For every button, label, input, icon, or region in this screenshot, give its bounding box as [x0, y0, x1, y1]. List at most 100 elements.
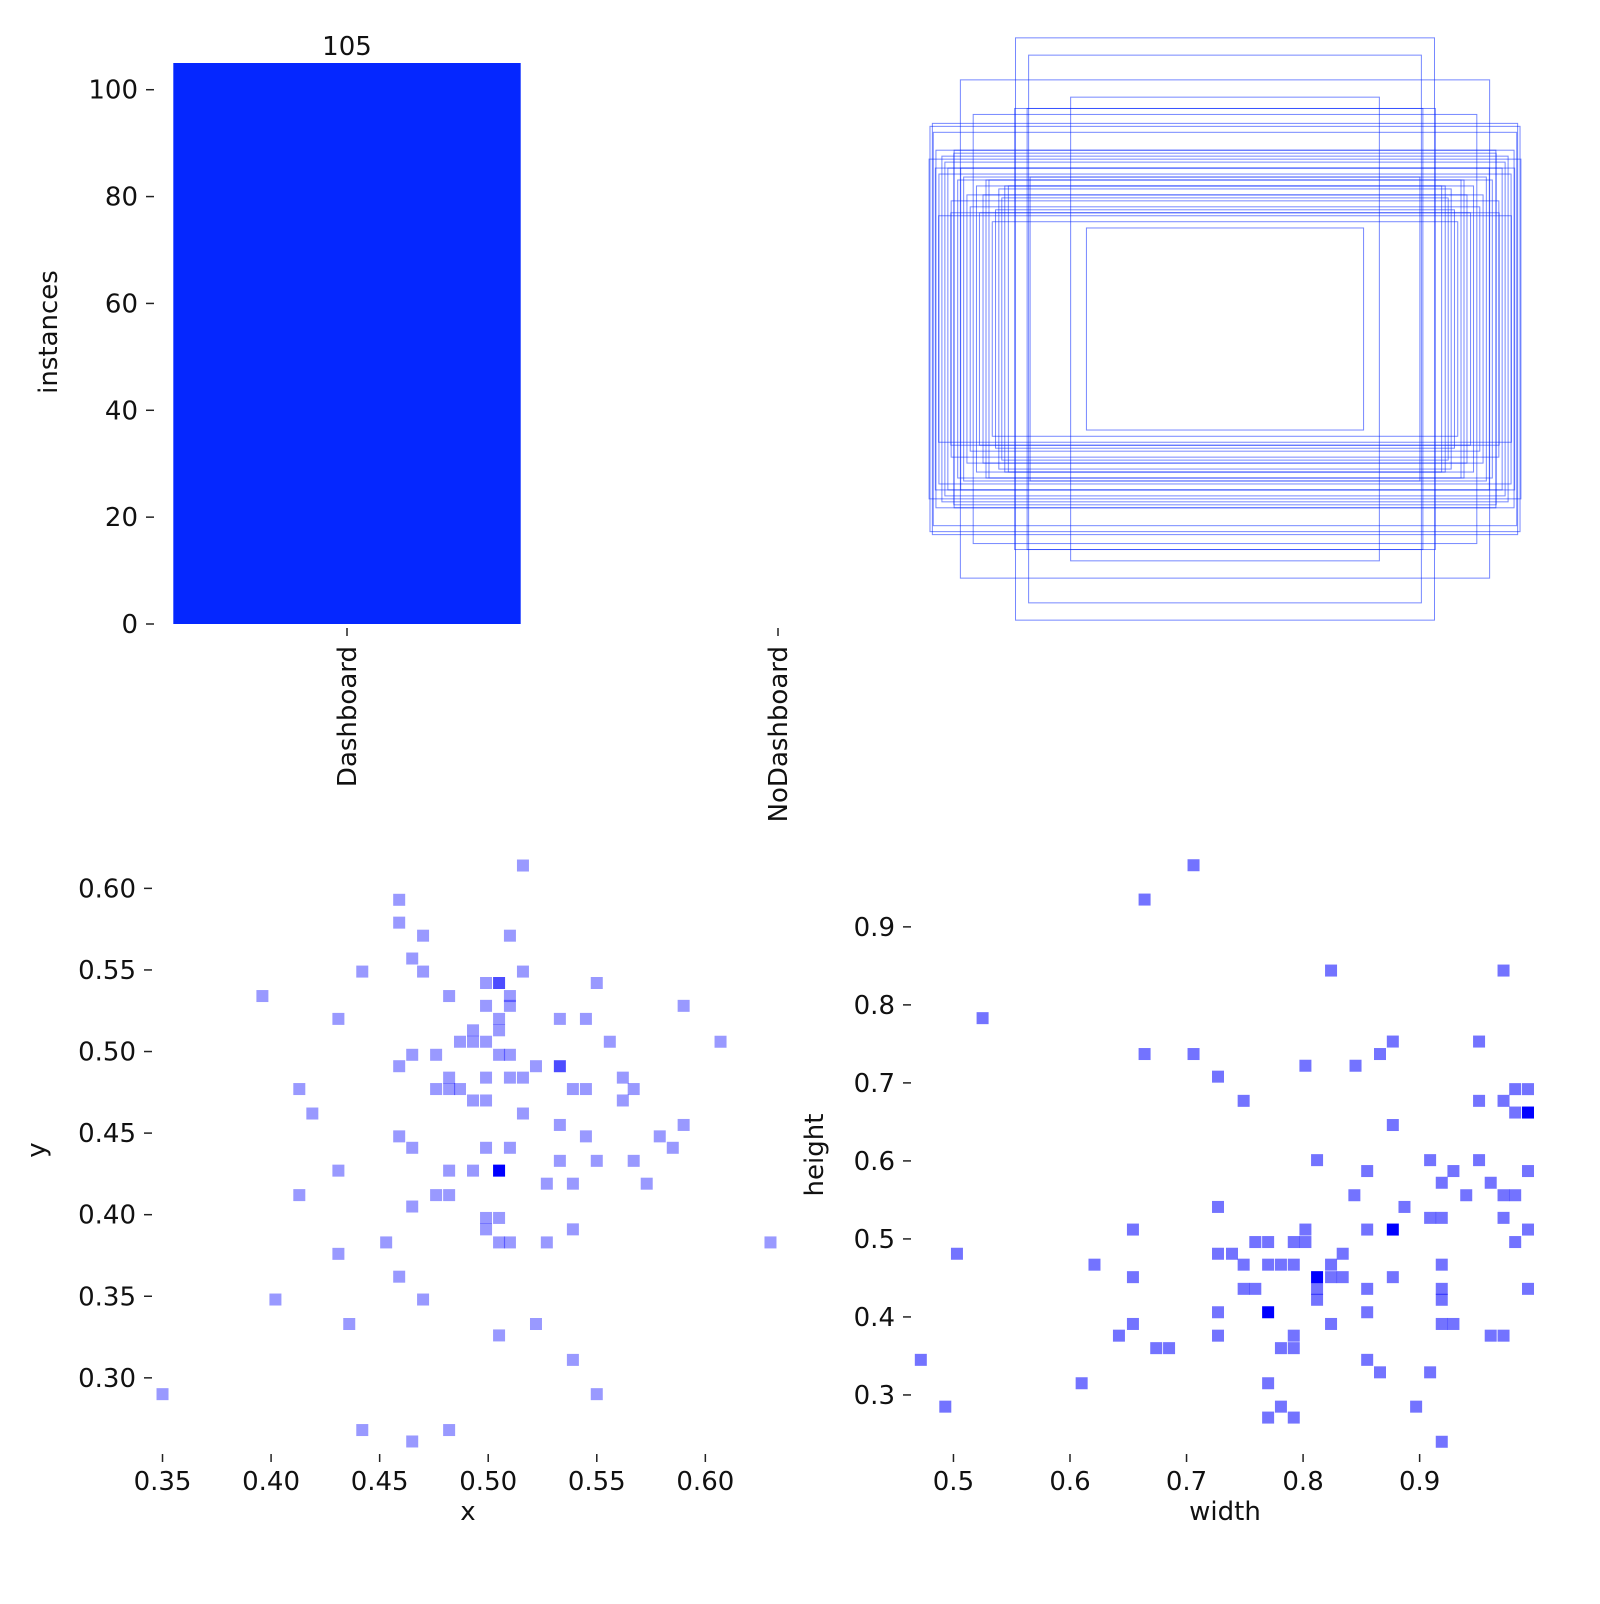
heatmap-cell	[1424, 1154, 1437, 1167]
heatmap-cell	[1522, 1282, 1535, 1295]
heatmap-cell	[1150, 1342, 1163, 1355]
heatmap-cell	[503, 1236, 516, 1249]
heatmap-cell	[1325, 1317, 1338, 1330]
heatmap-cell	[406, 952, 419, 965]
heatmap-cell	[1088, 1258, 1101, 1271]
heatmap-cell	[677, 1118, 690, 1131]
box-outline	[950, 212, 1500, 446]
y-tick-label: 100	[88, 76, 138, 106]
heatmap-cell	[1287, 1342, 1300, 1355]
heatmap-cell	[950, 1247, 963, 1260]
heatmap-cell	[566, 1353, 579, 1366]
heatmap-cell	[1497, 964, 1510, 977]
y-tick-label: 0.30	[78, 1364, 136, 1394]
x-tick-label: 0.50	[459, 1467, 517, 1497]
y-tick-label: 0.45	[78, 1119, 136, 1149]
heatmap-cell	[343, 1318, 356, 1330]
heatmap-cell	[503, 1048, 516, 1061]
box-outline	[944, 161, 1506, 497]
heatmap-cell	[1138, 893, 1151, 906]
heatmap-cell	[540, 1177, 553, 1190]
heatmap-cell	[393, 1270, 406, 1283]
heatmap-cell	[1262, 1236, 1275, 1249]
heatmap-cell	[566, 1177, 579, 1190]
heatmap-cell	[579, 1130, 592, 1143]
heatmap-cell	[540, 1236, 553, 1249]
heatmap-cell	[939, 1400, 952, 1413]
heatmap-cell	[1473, 1035, 1486, 1048]
heatmap-cell	[1424, 1366, 1437, 1379]
heatmap-cell	[1361, 1223, 1374, 1236]
box-outline	[929, 125, 1521, 533]
heatmap-cell	[1410, 1400, 1423, 1413]
heatmap-cell	[493, 1164, 506, 1177]
box-outline	[1070, 96, 1380, 562]
heatmap-cell	[1237, 1282, 1250, 1295]
heatmap-cell	[493, 1012, 506, 1025]
heatmap-cell	[1299, 1236, 1312, 1249]
heatmap-cell	[1163, 1342, 1176, 1355]
heatmap-cell	[1212, 1329, 1225, 1342]
heatmap-cell	[1262, 1306, 1275, 1319]
heatmap-cell	[1398, 1200, 1411, 1213]
heatmap-cell	[493, 1024, 506, 1037]
box-outline	[982, 194, 1468, 464]
box-outline	[932, 131, 1518, 527]
x-tick-label: 0.5	[933, 1467, 974, 1497]
heatmap-cell	[566, 1083, 579, 1096]
heatmap-cell	[1274, 1400, 1287, 1413]
heatmap-cell	[1212, 1247, 1225, 1260]
heatmap-cell	[1287, 1236, 1300, 1249]
heatmap-cell	[1484, 1329, 1497, 1342]
x-tick-label: 0.40	[242, 1467, 300, 1497]
x-tick-label: 0.8	[1282, 1467, 1323, 1497]
y-tick-label: 0.60	[78, 874, 136, 904]
heatmap-cell	[256, 990, 269, 1003]
heatmap-cell	[529, 1060, 542, 1073]
box-outline	[938, 173, 1512, 485]
box-outline	[1007, 185, 1443, 473]
heatmap-cell	[516, 1107, 529, 1120]
heatmap-cell	[480, 999, 493, 1012]
heatmap-cell	[1374, 1366, 1386, 1379]
heatmap-cell	[1262, 1411, 1275, 1424]
box-outline	[998, 188, 1452, 470]
y-tick-label: 20	[105, 503, 138, 533]
heatmap-cell	[1325, 1258, 1338, 1271]
heatmap-cell	[406, 1200, 419, 1213]
heatmap-cell	[1237, 1094, 1250, 1107]
heatmap-cell	[453, 1035, 466, 1048]
heatmap-cell	[1435, 1176, 1448, 1189]
heatmap-cell	[503, 1071, 516, 1084]
box-outline	[988, 179, 1462, 479]
heatmap-cell	[1509, 1236, 1522, 1249]
heatmap-cell	[406, 1141, 419, 1154]
heatmap-cell	[443, 1083, 456, 1096]
heatmap-cell	[516, 965, 529, 978]
heatmap-cell	[1497, 1094, 1510, 1107]
box-outline	[960, 167, 1490, 491]
box-outline	[995, 209, 1455, 449]
x-tick-label: 0.55	[568, 1467, 626, 1497]
heatmap-cell	[616, 1071, 629, 1084]
heatmap-cell	[1262, 1258, 1275, 1271]
heatmap-cell	[1424, 1211, 1437, 1224]
heatmap-cell	[1473, 1154, 1486, 1167]
heatmap-cell	[1212, 1200, 1225, 1213]
heatmap-cell	[1212, 1070, 1225, 1083]
heatmap-cell	[467, 1164, 480, 1177]
heatmap-cell	[480, 1141, 493, 1154]
heatmap-cell	[417, 1293, 430, 1306]
x-tick-label: 0.35	[134, 1467, 192, 1497]
y-tick-label: 0	[121, 610, 138, 640]
heatmap-cell	[1509, 1189, 1522, 1202]
heatmap-cell	[430, 1189, 443, 1202]
heatmap-cell	[590, 1154, 603, 1167]
heatmap-cell	[590, 977, 603, 989]
heatmap-cell	[493, 977, 506, 989]
heatmap-cell	[1262, 1377, 1275, 1390]
heatmap-cell	[406, 1048, 419, 1061]
value-label: 105	[322, 32, 372, 62]
